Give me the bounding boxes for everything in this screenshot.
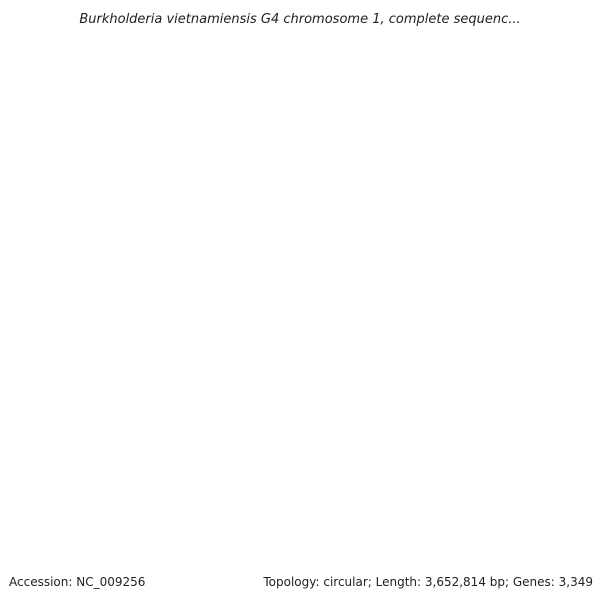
genome-info-text: Topology: circular; Length: 3,652,814 bp… <box>262 575 593 589</box>
map-title: Burkholderia vietnamiensis G4 chromosome… <box>79 12 520 27</box>
accession-text: Accession: NC_009256 <box>9 575 145 589</box>
